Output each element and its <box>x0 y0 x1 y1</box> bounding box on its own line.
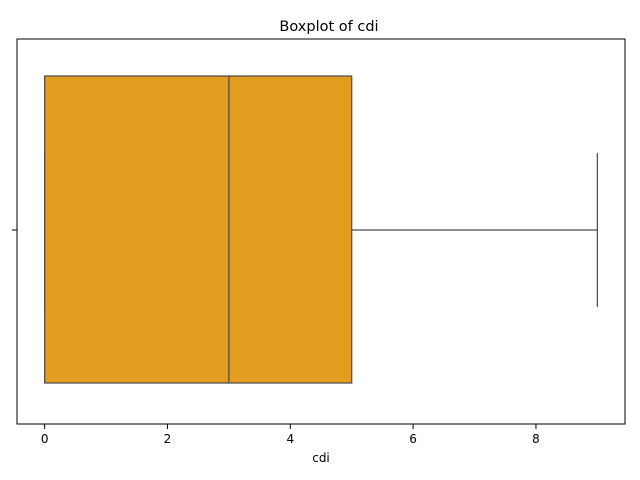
box-marks <box>44 75 598 384</box>
box-body <box>44 75 353 384</box>
chart-title: Boxplot of cdi <box>279 19 378 35</box>
plot-area-frame <box>16 38 626 425</box>
x-axis-label: cdi <box>312 451 330 465</box>
x-tick-label: 2 <box>164 432 172 446</box>
x-tick-label: 8 <box>532 432 540 446</box>
x-tick-label: 0 <box>41 432 49 446</box>
x-axis: 0 2 4 6 8 <box>41 424 540 446</box>
x-tick-label: 4 <box>286 432 294 446</box>
x-tick-label: 6 <box>409 432 417 446</box>
